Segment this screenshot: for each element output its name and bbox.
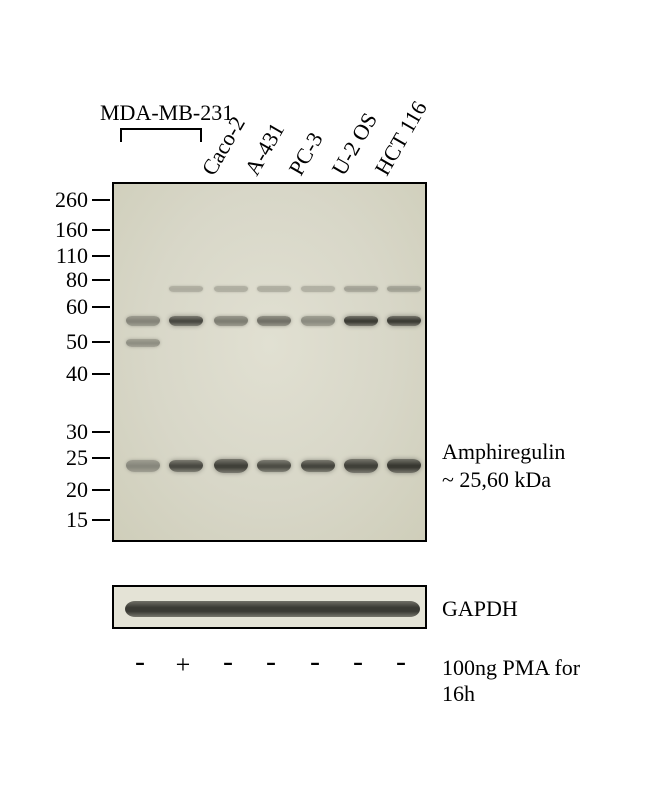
band-80kda-lane2: [169, 286, 203, 292]
gapdh-label: GAPDH: [442, 595, 518, 623]
mw-marker-15: 15: [50, 507, 110, 533]
mw-marker-30: 30: [50, 419, 110, 445]
band-25kda-lane2: [169, 460, 203, 472]
band-80kda-lane3: [214, 286, 248, 292]
western-blot-figure: MDA-MB-231 Caco-2A-431PC-3U-2 OSHCT 116 …: [50, 40, 610, 780]
band-25kda-lane5: [301, 460, 335, 472]
mw-marker-50: 50: [50, 329, 110, 355]
lane-group-label: MDA-MB-231: [100, 100, 233, 126]
band-80kda-lane4: [257, 286, 291, 292]
mw-marker-tick: [92, 519, 110, 521]
band-60kda-lane5: [301, 316, 335, 326]
band-60kda-lane1: [126, 316, 160, 326]
mw-marker-value: 50: [50, 329, 88, 355]
band-25kda-lane6: [344, 459, 378, 473]
band-80kda-lane5: [301, 286, 335, 292]
mw-marker-tick: [92, 373, 110, 375]
mw-marker-tick: [92, 457, 110, 459]
mw-marker-value: 20: [50, 477, 88, 503]
gapdh-blot-panel: [112, 585, 427, 629]
mw-marker-tick: [92, 229, 110, 231]
treatment-condition-label: 100ng PMA for 16h: [442, 655, 610, 707]
band-25kda-lane4: [257, 460, 291, 472]
mw-marker-value: 160: [50, 217, 88, 243]
mw-marker-value: 40: [50, 361, 88, 387]
band-60kda-lane7: [387, 316, 421, 326]
mw-marker-tick: [92, 199, 110, 201]
mw-marker-value: 80: [50, 267, 88, 293]
mw-marker-260: 260: [50, 187, 110, 213]
band-60kda-lane2: [169, 316, 203, 326]
treatment-minus: -: [125, 645, 155, 679]
amphiregulin-label: Amphiregulin ~ 25,60 kDa: [442, 438, 565, 493]
main-blot-background: [114, 184, 425, 540]
mw-marker-tick: [92, 431, 110, 433]
mw-marker-160: 160: [50, 217, 110, 243]
band-53kda-lane1: [126, 339, 160, 347]
mw-marker-20: 20: [50, 477, 110, 503]
mw-marker-tick: [92, 279, 110, 281]
band-25kda-lane3: [214, 459, 248, 473]
mw-marker-tick: [92, 489, 110, 491]
lane-label-pc-3: PC-3: [283, 128, 328, 180]
mw-marker-80: 80: [50, 267, 110, 293]
lane-group-bracket: [120, 128, 202, 142]
mw-marker-tick: [92, 255, 110, 257]
mw-marker-value: 30: [50, 419, 88, 445]
band-25kda-lane7: [387, 459, 421, 473]
band-25kda-lane1: [126, 460, 160, 472]
lane-label-hct-116: HCT 116: [369, 97, 432, 180]
mw-marker-value: 25: [50, 445, 88, 471]
band-60kda-lane6: [344, 316, 378, 326]
band-60kda-lane3: [214, 316, 248, 326]
mw-marker-value: 60: [50, 294, 88, 320]
mw-marker-110: 110: [50, 243, 110, 269]
band-gapdh: [125, 601, 420, 617]
mw-marker-value: 15: [50, 507, 88, 533]
band-60kda-lane4: [257, 316, 291, 326]
band-80kda-lane6: [344, 286, 378, 292]
mw-marker-40: 40: [50, 361, 110, 387]
band-80kda-lane7: [387, 286, 421, 292]
treatment-minus: -: [213, 645, 243, 679]
mw-marker-value: 260: [50, 187, 88, 213]
amphiregulin-label-line2: ~ 25,60 kDa: [442, 467, 551, 492]
treatment-minus: -: [300, 645, 330, 679]
amphiregulin-label-line1: Amphiregulin: [442, 439, 565, 464]
mw-marker-tick: [92, 306, 110, 308]
mw-marker-60: 60: [50, 294, 110, 320]
treatment-minus: -: [256, 645, 286, 679]
treatment-minus: -: [343, 645, 373, 679]
mw-marker-value: 110: [50, 243, 88, 269]
treatment-plus: +: [168, 650, 198, 680]
treatment-minus: -: [386, 645, 416, 679]
mw-marker-25: 25: [50, 445, 110, 471]
mw-marker-tick: [92, 341, 110, 343]
main-blot-panel: [112, 182, 427, 542]
